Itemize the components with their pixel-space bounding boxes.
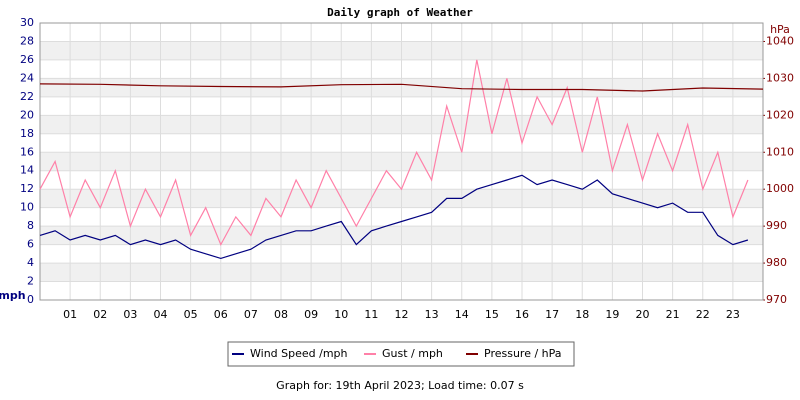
x-tick-label: 15	[485, 308, 499, 321]
y-tick-label: 22	[20, 90, 34, 103]
y-tick-label: 10	[20, 201, 34, 214]
y-tick-label: 28	[20, 34, 34, 47]
y-tick-label: 24	[20, 71, 34, 84]
y2-tick-label: 970	[766, 293, 787, 306]
y2-tick-label: 1010	[766, 145, 794, 158]
x-tick-label: 09	[304, 308, 318, 321]
y2-axis-label: hPa	[770, 23, 790, 36]
y2-tick-label: 1000	[766, 182, 794, 195]
y-axis-label: mph	[0, 289, 26, 302]
series-line	[39, 83, 764, 92]
y-tick-label: 2	[27, 275, 34, 288]
y-tick-label: 14	[20, 164, 34, 177]
y2-tick-label: 1020	[766, 108, 794, 121]
y-tick-label: 16	[20, 145, 34, 158]
x-tick-label: 01	[63, 308, 77, 321]
legend-box	[227, 341, 575, 367]
x-tick-label: 11	[364, 308, 378, 321]
x-tick-label: 20	[636, 308, 650, 321]
y-tick-label: 0	[27, 293, 34, 306]
legend-label: Pressure / hPa	[484, 347, 562, 360]
x-tick-label: 13	[425, 308, 439, 321]
y-tick-label: 8	[27, 219, 34, 232]
x-tick-label: 07	[244, 308, 258, 321]
y-tick-label: 20	[20, 108, 34, 121]
x-tick-label: 23	[726, 308, 740, 321]
y-tick-label: 6	[27, 238, 34, 251]
x-tick-label: 17	[545, 308, 559, 321]
legend-label: Wind Speed /mph	[250, 347, 348, 360]
x-tick-label: 16	[515, 308, 529, 321]
x-tick-label: 10	[334, 308, 348, 321]
plot-frame	[39, 22, 764, 301]
x-tick-label: 14	[455, 308, 469, 321]
series-line	[39, 59, 749, 246]
legend-label: Gust / mph	[382, 347, 443, 360]
y-tick-label: 18	[20, 127, 34, 140]
x-tick-label: 03	[123, 308, 137, 321]
y2-tick-label: 1040	[766, 34, 794, 47]
series-line	[39, 174, 749, 260]
y2-tick-label: 1030	[766, 71, 794, 84]
x-tick-label: 06	[214, 308, 228, 321]
x-tick-label: 18	[575, 308, 589, 321]
x-tick-label: 02	[93, 308, 107, 321]
x-tick-label: 12	[395, 308, 409, 321]
x-tick-label: 21	[666, 308, 680, 321]
y-tick-label: 30	[20, 16, 34, 29]
x-tick-label: 22	[696, 308, 710, 321]
x-tick-label: 08	[274, 308, 288, 321]
y2-tick-label: 990	[766, 219, 787, 232]
x-tick-label: 05	[184, 308, 198, 321]
x-tick-label: 19	[605, 308, 619, 321]
y-tick-label: 4	[27, 256, 34, 269]
y-tick-label: 12	[20, 182, 34, 195]
chart-title: Daily graph of Weather	[327, 6, 473, 19]
y-tick-label: 26	[20, 53, 34, 66]
x-tick-label: 04	[154, 308, 168, 321]
footer: Graph for: 19th April 2023; Load time: 0…	[276, 379, 524, 392]
y2-tick-label: 980	[766, 256, 787, 269]
